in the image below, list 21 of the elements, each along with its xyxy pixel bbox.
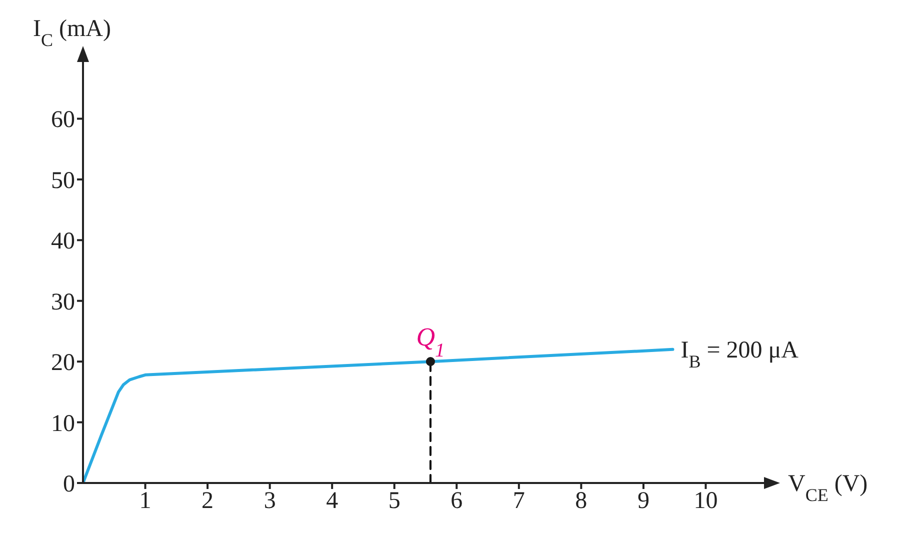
y-tick-label: 10 <box>51 410 75 437</box>
y-tick-label: 40 <box>51 228 75 255</box>
x-tick-label: 9 <box>637 488 650 514</box>
x-tick-label: 7 <box>512 488 525 514</box>
y-tick-label: 30 <box>51 289 75 316</box>
x-tick-label: 2 <box>202 488 214 514</box>
x-tick-label: 5 <box>388 488 400 514</box>
annotation: Q$_{1}$ <box>416 322 445 362</box>
x-tick-label: 6 <box>450 488 463 514</box>
x-tick-label: 8 <box>575 488 588 514</box>
x-axis-title: V$_{CE}$ (V) <box>788 471 868 505</box>
series-label: I$_{B}$ = 200 μA <box>680 337 800 372</box>
y-tick-label: 50 <box>51 168 75 194</box>
y-axis-title: I$_{C}$ (mA) <box>33 16 111 50</box>
x-tick-label: 4 <box>326 488 338 514</box>
y-tick-label: 0 <box>63 472 75 498</box>
x-tick-label: 3 <box>264 488 276 514</box>
x-tick-label: 10 <box>694 488 718 514</box>
x-tick-label: 1 <box>139 488 152 514</box>
y-tick-label: 60 <box>51 107 75 134</box>
y-tick-label: 20 <box>51 350 75 376</box>
